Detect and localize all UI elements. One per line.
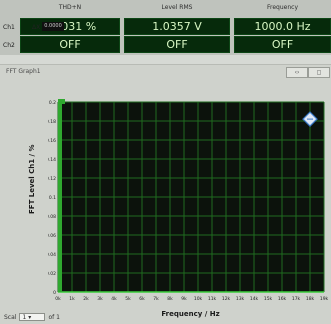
readout-level-ch1[interactable]: 1.0357 V — [124, 18, 230, 35]
x-tick-label: 9k — [181, 296, 187, 302]
x-tick-label: 15k — [264, 296, 273, 302]
undock-button[interactable]: ‹› — [286, 67, 308, 78]
y-axis-label: FFT Level Ch1 / % — [28, 144, 36, 214]
x-tick-label: 18k — [306, 296, 315, 302]
x-tick-label: 10k — [194, 296, 203, 302]
x-tick-label: 1k — [69, 296, 75, 302]
cursor-tag — [58, 99, 65, 104]
readout-frequency-ch1[interactable]: 1000.0 Hz — [234, 18, 331, 35]
scale-select[interactable]: 1 ▾ — [19, 313, 46, 321]
x-tick-label: 5k — [125, 296, 131, 302]
graph-title: FFT Graph1 — [6, 68, 41, 75]
readout-level-ch2[interactable]: OFF — [124, 36, 230, 53]
x-tick-label: 11k — [208, 296, 217, 302]
readout-header-level: Level RMS — [161, 4, 193, 11]
x-tick-label: 7k — [153, 296, 159, 302]
y-tick-label: 0.02 — [48, 271, 56, 277]
scale-control: Scal 1 ▾ of 1 — [4, 313, 60, 321]
maximize-button[interactable]: ◻ — [308, 67, 330, 78]
x-tick-label: 3k — [97, 296, 103, 302]
delta-x-value[interactable]: 0.0000 — [42, 22, 64, 31]
readout-frequency-ch2[interactable]: OFF — [234, 36, 331, 53]
readout-header-frequency: Frequency — [267, 4, 298, 11]
row-label-ch2: Ch2 — [3, 42, 15, 49]
x-tick-label: 6k — [139, 296, 145, 302]
y-tick-label: 0.04 — [48, 252, 56, 258]
y-tick-label: 0 — [53, 290, 56, 296]
x-tick-label: 0k — [55, 296, 61, 302]
y-tick-label: 0.1 — [49, 195, 56, 201]
row-label-ch1: Ch1 — [3, 24, 15, 31]
x-tick-label: 13k — [236, 296, 245, 302]
y-tick-label: 0.06 — [48, 233, 56, 239]
scale-label: Scal — [4, 313, 17, 321]
delta-x-label: ΔX — [32, 24, 41, 31]
readout-thdn-ch2[interactable]: OFF — [20, 36, 120, 53]
x-tick-label: 2k — [83, 296, 89, 302]
y-tick-label: 0.14 — [48, 157, 56, 163]
x-tick-label: 16k — [278, 296, 287, 302]
readout-header-thdn: THD+N — [58, 4, 82, 11]
x-tick-label: 14k — [250, 296, 259, 302]
fft-plot[interactable]: 0k 1k 2k 3k 4k 5k 6k 7k 8k 9k 10k 11k 12k 13k 14k 15k 16… — [48, 98, 331, 304]
y-tick-label: 0.12 — [48, 176, 56, 182]
y-tick-label: 0.18 — [48, 119, 56, 125]
cursor-bar — [58, 102, 62, 292]
x-tick-label: 8k — [167, 296, 173, 302]
x-tick-label: 4k — [111, 296, 117, 302]
scale-suffix: of 1 — [48, 313, 60, 321]
x-tick-label: 12k — [222, 296, 231, 302]
x-tick-label: 17k — [292, 296, 301, 302]
scale-select-value: 1 — [22, 314, 27, 321]
y-tick-label: 0.08 — [48, 214, 56, 220]
y-tick-label: 0.2 — [49, 100, 56, 106]
x-tick-label: 19k — [320, 296, 329, 302]
y-tick-label: 0.16 — [48, 138, 56, 144]
x-axis-label: Frequency / Hz — [161, 310, 220, 318]
